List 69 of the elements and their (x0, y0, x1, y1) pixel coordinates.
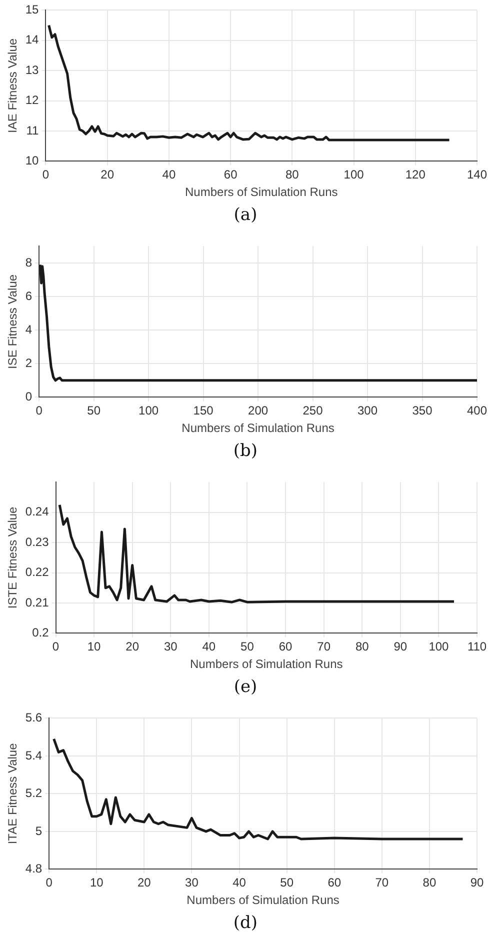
x-tick-label: 90 (394, 640, 408, 654)
y-tick-label: 5.2 (25, 786, 42, 800)
y-tick-label: 4 (25, 322, 32, 336)
x-tick-label: 50 (87, 404, 101, 418)
x-tick-label: 100 (344, 168, 364, 182)
y-tick-label: 11 (26, 123, 40, 138)
y-axis-title: ITAE Fitness Value (6, 742, 20, 844)
x-tick-label: 40 (232, 876, 246, 890)
x-tick-label: 60 (328, 876, 342, 890)
y-tick-label: 15 (25, 2, 40, 17)
x-axis-title: Numbers of Simulation Runs (185, 185, 338, 200)
x-tick-label: 140 (466, 168, 488, 182)
x-tick-label: 30 (185, 876, 199, 890)
y-tick-label: 0.2 (32, 626, 50, 640)
x-tick-label: 70 (317, 640, 331, 654)
x-tick-label: 30 (164, 640, 178, 654)
y-tick-label: 5.6 (25, 710, 42, 725)
x-tick-label: 150 (193, 404, 214, 418)
x-tick-label: 350 (412, 404, 433, 418)
x-tick-label: 40 (202, 640, 216, 654)
x-tick-label: 20 (137, 876, 152, 890)
x-tick-label: 100 (138, 404, 159, 418)
x-tick-label: 20 (100, 168, 114, 182)
x-tick-label: 80 (286, 168, 300, 182)
y-tick-label: 5 (35, 824, 42, 838)
y-tick-label: 8 (25, 255, 32, 270)
x-tick-label: 20 (126, 640, 140, 654)
y-tick-label: 10 (25, 154, 40, 168)
y-axis-title: ISE Fitness Value (6, 274, 20, 369)
text: (e) (232, 676, 258, 699)
x-tick-label: 50 (280, 876, 294, 890)
y-tick-label: 5.4 (25, 748, 42, 762)
x-tick-label: 80 (355, 640, 370, 654)
y-tick-label: 0.24 (25, 504, 50, 519)
y-tick-label: 0.21 (25, 595, 50, 610)
y-tick-label: 6 (25, 288, 32, 303)
x-tick-label: 120 (405, 168, 426, 182)
text: (a) (232, 204, 258, 227)
x-tick-label: 40 (162, 168, 176, 182)
y-tick-label: 4.8 (25, 862, 42, 876)
x-tick-label: 110 (467, 640, 487, 654)
x-tick-label: 300 (358, 404, 378, 418)
x-tick-label: 60 (224, 168, 238, 182)
x-tick-label: 400 (466, 404, 488, 418)
x-tick-label: 0 (52, 640, 60, 654)
text: (d) (232, 912, 259, 935)
y-tick-label: 14 (25, 32, 40, 47)
x-tick-label: 100 (428, 640, 450, 654)
y-tick-label: 13 (25, 62, 40, 77)
x-tick-label: 70 (375, 876, 389, 890)
x-tick-label: 200 (248, 404, 268, 418)
x-tick-label: 60 (278, 640, 293, 654)
text: (b) (232, 440, 259, 463)
x-axis-title: Numbers of Simulation Runs (186, 893, 340, 908)
x-axis-title: Numbers of Simulation Runs (182, 421, 334, 436)
x-tick-label: 50 (240, 640, 254, 654)
x-tick-label: 90 (470, 876, 484, 890)
y-tick-label: 0.22 (25, 565, 50, 580)
y-tick-label: 0.23 (25, 534, 50, 549)
y-tick-label: 2 (25, 356, 32, 370)
x-tick-label: 80 (422, 876, 436, 890)
x-tick-label: 250 (302, 404, 324, 418)
y-axis-title: IAE Fitness Value (6, 38, 20, 133)
y-tick-label: 12 (25, 93, 40, 108)
y-axis-title: ISTE Fitness Value (6, 506, 20, 609)
x-tick-label: 10 (90, 876, 104, 890)
x-axis-title: Numbers of Simulation Runs (190, 657, 343, 672)
y-tick-label: 0 (25, 390, 32, 404)
x-tick-label: 10 (87, 640, 102, 654)
